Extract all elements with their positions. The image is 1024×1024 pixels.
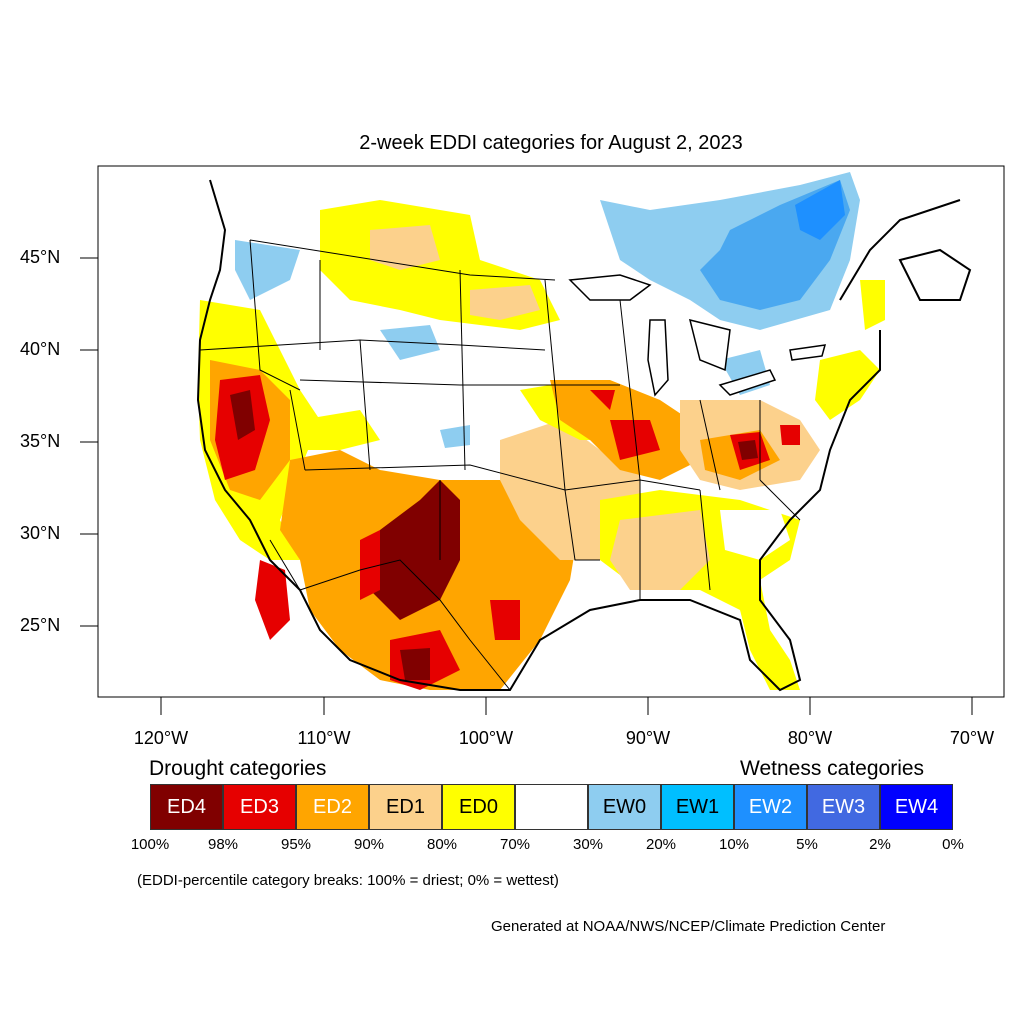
lon-label-100: 100°W	[458, 728, 514, 748]
legend-box-ed0: ED0	[442, 784, 515, 830]
legend-box-ed3: ED3	[223, 784, 296, 830]
legend-box-ew4: EW4	[880, 784, 953, 830]
lat-label-35: 35°N	[20, 431, 61, 451]
lon-label-120: 120°W	[133, 728, 189, 748]
break-label: 98%	[207, 836, 239, 853]
break-label: 5%	[796, 836, 818, 853]
percentile-note: (EDDI-percentile category breaks: 100% =…	[137, 872, 559, 889]
break-label: 95%	[280, 836, 312, 853]
break-label: 70%	[499, 836, 531, 853]
lat-label-30: 30°N	[20, 523, 61, 543]
drought-legend-title: Drought categories	[149, 757, 327, 780]
legend-box-ew3: EW3	[807, 784, 880, 830]
break-label: 30%	[572, 836, 604, 853]
lat-label-25: 25°N	[20, 615, 61, 635]
texas-newmexico-ed4	[370, 480, 460, 620]
lake-huron	[688, 318, 731, 372]
break-label: 90%	[353, 836, 385, 853]
legend-box-neutral	[515, 784, 588, 830]
legend-box-ed2: ED2	[296, 784, 369, 830]
lat-label-45: 45°N	[20, 247, 61, 267]
lon-label-80: 80°W	[787, 728, 833, 748]
break-label: 100%	[130, 836, 170, 853]
break-label: 20%	[645, 836, 677, 853]
lake-michigan	[647, 319, 669, 397]
lon-label-110: 110°W	[297, 728, 351, 748]
break-label: 80%	[426, 836, 458, 853]
map-frame	[97, 165, 1005, 698]
legend-box-ed1: ED1	[369, 784, 442, 830]
break-label: 2%	[869, 836, 891, 853]
lake-erie	[718, 369, 777, 396]
wetness-legend-title: Wetness categories	[740, 757, 925, 780]
legend-box-ed4: ED4	[150, 784, 223, 830]
map-title: 2-week EDDI categories for August 2, 202…	[359, 132, 743, 154]
lat-label-40: 40°N	[20, 339, 61, 359]
legend-box-ew1: EW1	[661, 784, 734, 830]
coastline	[196, 179, 881, 692]
lake-ontario	[789, 344, 827, 361]
break-label: 0%	[942, 836, 964, 853]
lake-superior	[568, 274, 652, 301]
credit-line: Generated at NOAA/NWS/NCEP/Climate Predi…	[491, 918, 886, 935]
lon-label-90: 90°W	[625, 728, 671, 748]
legend-box-ew0: EW0	[588, 784, 661, 830]
lon-label-70: 70°W	[949, 728, 995, 748]
break-label: 10%	[718, 836, 750, 853]
legend-box-ew2: EW2	[734, 784, 807, 830]
